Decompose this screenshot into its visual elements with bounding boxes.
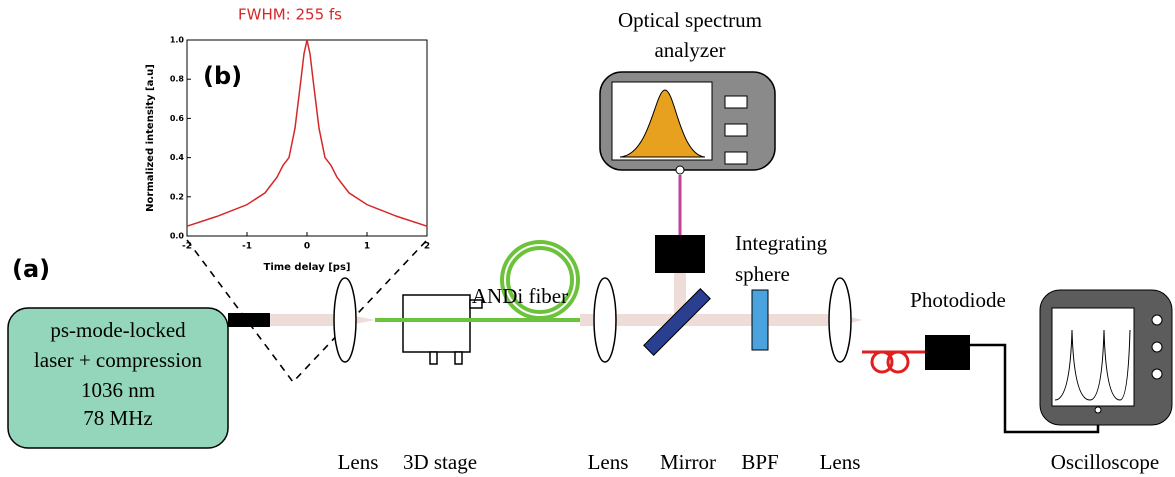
diagram: (a) ps-mode-locked laser + compression 1… bbox=[0, 0, 1175, 477]
sphere-label: sphere bbox=[735, 262, 790, 286]
red-fiber bbox=[862, 352, 925, 372]
component-label: Mirror bbox=[660, 450, 716, 474]
sphere-label: Integrating bbox=[735, 231, 828, 255]
component-label: Lens bbox=[588, 450, 629, 474]
x-tick-label: -1 bbox=[242, 242, 252, 252]
inset-chart: FWHM: 255 fs (b) Time delay [ps] Normali… bbox=[145, 6, 430, 274]
laser-text: 78 MHz bbox=[83, 406, 152, 430]
integrating-sphere bbox=[655, 235, 705, 273]
laser-text: ps-mode-locked bbox=[50, 318, 186, 342]
inset-title: FWHM: 255 fs bbox=[238, 6, 342, 24]
y-tick-label: 0.6 bbox=[170, 114, 185, 123]
x-tick-label: 2 bbox=[424, 242, 430, 252]
y-axis-label: Normalized intensity [a.u] bbox=[145, 64, 156, 212]
component-label: Lens bbox=[338, 450, 379, 474]
laser-text: laser + compression bbox=[34, 348, 203, 372]
laser-output bbox=[228, 313, 270, 327]
osa-label: Optical spectrum bbox=[618, 8, 762, 32]
y-tick-label: 0.8 bbox=[170, 75, 185, 84]
osa-label: analyzer bbox=[654, 38, 725, 62]
inset-panel: (b) bbox=[203, 62, 242, 90]
photodiode bbox=[925, 335, 970, 370]
bottom-labels: Lens 3D stage Lens Mirror BPF Lens Oscilloscop… bbox=[338, 450, 1160, 474]
y-tick-label: 0.0 bbox=[170, 232, 185, 241]
component-label: Oscilloscope bbox=[1051, 450, 1159, 474]
x-tick-label: 0 bbox=[304, 242, 310, 252]
y-tick-label: 0.2 bbox=[170, 192, 184, 201]
x-tick-label: -2 bbox=[182, 242, 192, 252]
laser-text: 1036 nm bbox=[81, 378, 155, 402]
panel-label: (a) bbox=[12, 255, 50, 283]
y-tick-label: 0.4 bbox=[170, 153, 185, 162]
component-label: 3D stage bbox=[403, 450, 477, 474]
bpf bbox=[752, 290, 768, 350]
stage bbox=[403, 295, 482, 364]
fiber-label: ANDi fiber bbox=[472, 284, 568, 308]
component-label: Lens bbox=[820, 450, 861, 474]
component-label: BPF bbox=[741, 450, 778, 474]
x-axis-label: Time delay [ps] bbox=[264, 262, 351, 273]
x-tick-label: 1 bbox=[364, 242, 370, 252]
photodiode-label: Photodiode bbox=[910, 288, 1006, 312]
y-tick-label: 1.0 bbox=[170, 36, 185, 45]
